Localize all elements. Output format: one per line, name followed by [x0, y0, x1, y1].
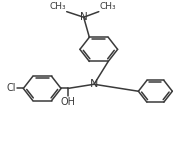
Text: N: N — [90, 79, 98, 89]
Text: CH₃: CH₃ — [49, 2, 66, 11]
Text: OH: OH — [60, 97, 75, 107]
Text: CH₃: CH₃ — [100, 2, 116, 11]
Text: N: N — [80, 12, 88, 22]
Text: Cl: Cl — [7, 84, 16, 93]
